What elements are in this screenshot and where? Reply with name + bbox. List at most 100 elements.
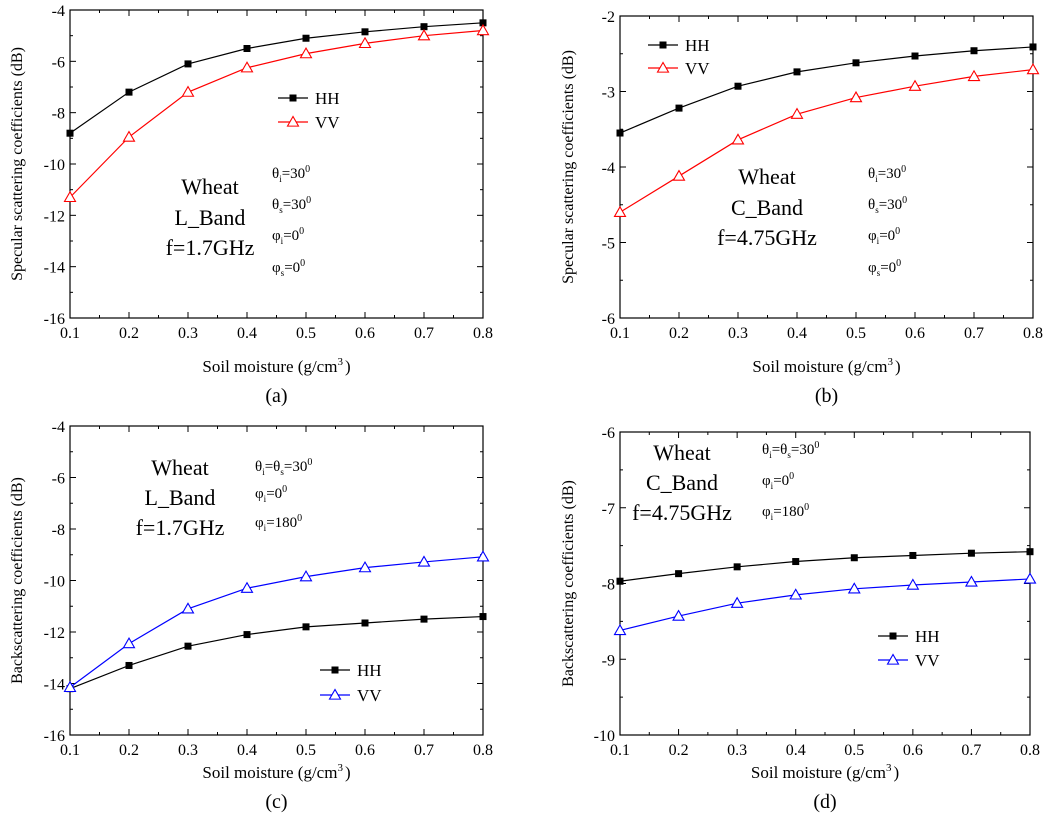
y-tick-label: -6 bbox=[52, 54, 65, 71]
data-point-HH bbox=[125, 661, 133, 669]
y-tick-label: -12 bbox=[44, 208, 65, 225]
data-point-HH bbox=[792, 558, 800, 566]
legend-marker bbox=[889, 632, 897, 640]
data-point-VV bbox=[906, 578, 920, 590]
x-tick-label: 0.8 bbox=[1020, 742, 1040, 759]
data-point-VV bbox=[299, 570, 313, 582]
data-point-HH bbox=[909, 551, 917, 559]
annotation-text: C_Band bbox=[731, 195, 803, 220]
angle-annotation: φs=00 bbox=[868, 258, 901, 278]
x-tick-label: 0.1 bbox=[610, 325, 630, 342]
x-tick-label: 0.3 bbox=[178, 325, 198, 342]
annotation-text: f=1.7GHz bbox=[166, 235, 255, 260]
legend-marker bbox=[656, 61, 670, 73]
data-point-VV bbox=[240, 61, 254, 73]
y-tick-label: -7 bbox=[602, 501, 615, 518]
series-line-VV bbox=[69, 556, 484, 688]
x-axis-label: Soil moisture (g/cm3) bbox=[752, 356, 900, 376]
data-point-VV bbox=[967, 69, 981, 82]
legend-label: VV bbox=[357, 686, 382, 705]
data-point-HH bbox=[184, 60, 192, 68]
data-point-HH bbox=[420, 23, 428, 31]
angle-annotation: θi=θs=300 bbox=[255, 457, 312, 477]
data-point-VV bbox=[731, 133, 745, 145]
x-tick-label: 0.5 bbox=[296, 742, 316, 759]
x-tick-label: 0.3 bbox=[178, 742, 198, 759]
data-point-HH bbox=[675, 104, 683, 112]
x-tick-label: 0.5 bbox=[296, 325, 316, 342]
y-tick-label: -14 bbox=[44, 260, 65, 277]
x-axis-label: Soil moisture (g/cm3) bbox=[202, 762, 350, 782]
y-axis-label: Backscattering coefficients (dB) bbox=[9, 477, 26, 684]
x-tick-label: 0.6 bbox=[903, 742, 923, 759]
annotation-text: L_Band bbox=[175, 205, 246, 230]
data-point-HH bbox=[302, 34, 310, 42]
panel-0: 0.1 0.2 0.3 0.4 0.5 0.6 0.7 0.8 -16 -14 -12 -10 -8 -6… bbox=[9, 3, 493, 407]
data-point-VV bbox=[847, 582, 861, 594]
x-tick-label: 0.3 bbox=[727, 742, 747, 759]
annotation-text: f=1.7GHz bbox=[136, 515, 225, 540]
data-point-HH bbox=[967, 549, 975, 557]
y-tick-label: -10 bbox=[594, 728, 615, 745]
x-tick-label: 0.1 bbox=[60, 742, 80, 759]
data-point-HH bbox=[184, 642, 192, 650]
y-tick-label: -10 bbox=[44, 574, 65, 591]
data-point-VV bbox=[1023, 572, 1037, 584]
x-tick-label: 0.4 bbox=[237, 325, 257, 342]
x-tick-label: 0.8 bbox=[473, 742, 493, 759]
x-tick-label: 0.1 bbox=[610, 742, 630, 759]
x-tick-label: 0.7 bbox=[414, 325, 434, 342]
y-tick-label: -4 bbox=[602, 160, 615, 177]
data-point-HH bbox=[302, 623, 310, 631]
data-point-VV bbox=[730, 596, 744, 608]
data-point-HH bbox=[479, 19, 487, 27]
x-tick-label: 0.4 bbox=[787, 325, 807, 342]
plot-frame bbox=[619, 15, 1034, 319]
y-tick-label: -4 bbox=[52, 419, 65, 436]
legend-marker bbox=[659, 41, 667, 49]
data-point-VV bbox=[672, 169, 686, 181]
data-point-VV bbox=[417, 29, 431, 41]
data-point-VV bbox=[613, 623, 627, 636]
series-line-VV bbox=[619, 69, 1034, 213]
data-point-HH bbox=[850, 554, 858, 562]
x-tick-label: 0.8 bbox=[473, 325, 493, 342]
x-tick-label: 0.7 bbox=[414, 742, 434, 759]
data-point-HH bbox=[734, 82, 742, 90]
data-point-HH bbox=[125, 88, 133, 96]
data-point-HH bbox=[361, 619, 369, 627]
x-tick-label: 0.5 bbox=[846, 325, 866, 342]
y-tick-label: -8 bbox=[602, 577, 615, 594]
data-point-VV bbox=[181, 602, 195, 614]
x-tick-label: 0.4 bbox=[237, 742, 257, 759]
annotation-text: Wheat bbox=[653, 440, 710, 465]
y-tick-label: -6 bbox=[602, 425, 615, 442]
annotation-text: Wheat bbox=[738, 164, 795, 189]
data-point-HH bbox=[616, 129, 624, 137]
data-point-VV bbox=[789, 588, 803, 600]
data-point-HH bbox=[420, 615, 428, 623]
legend-label: HH bbox=[685, 36, 710, 55]
data-point-HH bbox=[675, 570, 683, 578]
data-point-HH bbox=[1029, 43, 1037, 51]
data-point-VV bbox=[122, 636, 136, 649]
y-axis-label: Backscattering coefficients (dB) bbox=[560, 480, 577, 687]
y-tick-label: -12 bbox=[44, 625, 65, 642]
panel-3: 0.1 0.2 0.3 0.4 0.5 0.6 0.7 0.8 -10 -9 -8 -7 -6 Soil … bbox=[560, 425, 1040, 813]
angle-annotation: φi=1800 bbox=[762, 502, 809, 522]
data-point-VV bbox=[417, 555, 431, 567]
angle-annotation: θi=300 bbox=[272, 164, 310, 184]
annotation-text: f=4.75GHz bbox=[717, 225, 817, 250]
data-point-VV bbox=[181, 85, 195, 97]
data-point-HH bbox=[361, 28, 369, 36]
angle-annotation: φs=00 bbox=[272, 258, 305, 278]
data-point-VV bbox=[63, 190, 77, 203]
x-tick-label: 0.6 bbox=[355, 325, 375, 342]
x-tick-label: 0.6 bbox=[905, 325, 925, 342]
annotation-text: L_Band bbox=[145, 485, 216, 510]
data-point-VV bbox=[964, 575, 978, 587]
y-tick-label: -2 bbox=[602, 9, 615, 26]
y-tick-label: -6 bbox=[602, 311, 615, 328]
x-tick-label: 0.7 bbox=[961, 742, 981, 759]
